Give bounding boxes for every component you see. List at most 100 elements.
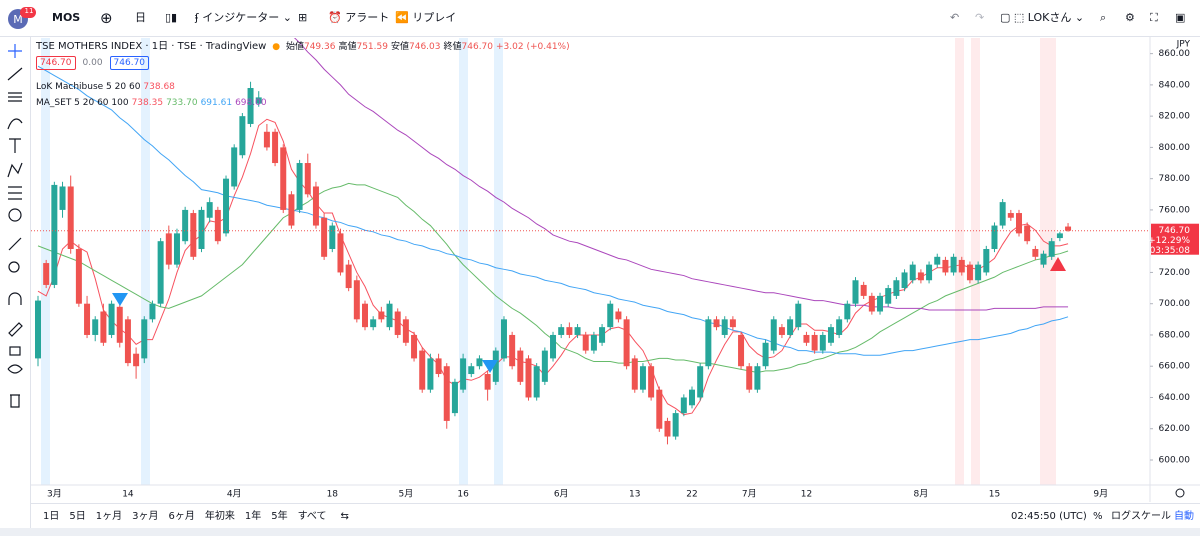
- candle-body: [214, 209, 221, 242]
- indicator-row[interactable]: MA_SET 5 20 60 100 738.35 733.70 691.61 698.…: [36, 96, 573, 110]
- measure-tool[interactable]: [8, 237, 22, 251]
- candle-body: [75, 248, 82, 304]
- range-button[interactable]: 6ヶ月: [168, 511, 195, 522]
- candle-body: [689, 389, 695, 406]
- candle-body: [844, 303, 851, 320]
- lock-drawing-tool[interactable]: [8, 322, 23, 337]
- candle-body: [680, 397, 687, 414]
- search-button[interactable]: ⌕: [1100, 11, 1107, 24]
- crosshair-tool[interactable]: [8, 44, 22, 58]
- candle-body: [51, 184, 58, 285]
- range-button[interactable]: 1日: [43, 511, 60, 522]
- fib-tool[interactable]: [8, 92, 22, 102]
- candle-body: [958, 259, 965, 273]
- signal-band: [494, 38, 503, 485]
- range-button[interactable]: 5日: [69, 511, 86, 522]
- candle-body: [729, 319, 736, 328]
- chart-style[interactable]: ▯▮: [165, 11, 178, 24]
- ohlc-item: 高値751.59: [338, 42, 388, 52]
- candle-body: [239, 116, 246, 156]
- range-button[interactable]: すべて: [297, 511, 327, 522]
- candle-body: [631, 358, 638, 390]
- ma-line: [37, 65, 1069, 356]
- legend: TSE MOTHERS INDEX · 1日 · TSE · TradingVi…: [36, 40, 573, 112]
- settings-icon[interactable]: [1175, 488, 1185, 498]
- zoom-tool[interactable]: [8, 261, 20, 273]
- svg-text:M: M: [13, 13, 23, 26]
- range-button[interactable]: 1年: [244, 511, 262, 522]
- candle-body: [116, 306, 123, 343]
- indicator-row[interactable]: LoK Machibuse 5 20 60 738.68: [36, 80, 573, 94]
- candle-body: [124, 319, 131, 364]
- fullscreen-button[interactable]: ⛶: [1150, 11, 1158, 24]
- pattern-tool[interactable]: [7, 162, 23, 178]
- plot: [31, 38, 1150, 445]
- candle-body: [362, 303, 368, 328]
- add-symbol[interactable]: ⊕: [100, 9, 113, 27]
- candle-body: [304, 163, 311, 195]
- candle-body: [435, 358, 442, 375]
- candle-body: [67, 186, 74, 249]
- replay-button[interactable]: ⏪ リプレイ: [395, 11, 457, 24]
- candle-body: [599, 327, 606, 343]
- price-tag[interactable]: 0.00: [82, 58, 103, 68]
- x-tick-label: 3月: [47, 489, 62, 500]
- range-button[interactable]: 5年: [271, 511, 288, 522]
- trendline-tool[interactable]: [7, 67, 23, 81]
- y-tick-label: 680.00: [1159, 330, 1191, 340]
- replay-label: リプレイ: [412, 11, 457, 24]
- price-tag[interactable]: 746.70: [36, 56, 76, 70]
- layouts-button[interactable]: ⊞: [298, 11, 308, 24]
- y-tick-label: 820.00: [1159, 112, 1191, 122]
- candle-body: [402, 319, 409, 343]
- candle-body: [206, 202, 213, 218]
- interval[interactable]: 日: [135, 11, 146, 24]
- date-range-button[interactable]: ⇆: [340, 511, 349, 522]
- candle-body: [590, 334, 597, 351]
- undo-button[interactable]: ↶: [950, 11, 960, 24]
- symbol[interactable]: MOS: [52, 11, 81, 24]
- prediction-tool[interactable]: [8, 186, 22, 200]
- log-toggle[interactable]: ログスケール: [1111, 511, 1171, 522]
- visibility-tool[interactable]: [7, 364, 23, 374]
- avatar[interactable]: M: [6, 6, 42, 32]
- y-tick-label: 720.00: [1159, 268, 1191, 278]
- layout-name[interactable]: ▢ ⬚ LOKさん ⌄: [1000, 11, 1085, 24]
- delete-tool[interactable]: [10, 394, 20, 408]
- candle-body: [321, 217, 328, 257]
- lock-tool[interactable]: [9, 346, 21, 356]
- magnet-tool[interactable]: [8, 292, 22, 305]
- ohlc-value: 751.59: [356, 42, 388, 52]
- candle-body: [868, 295, 875, 312]
- auto-toggle[interactable]: 自動: [1174, 511, 1194, 522]
- range-button[interactable]: 3ヶ月: [132, 511, 159, 522]
- candle-body: [296, 163, 303, 210]
- candle-body: [566, 327, 573, 335]
- settings-button[interactable]: ⚙: [1125, 11, 1135, 24]
- brush-tool[interactable]: [7, 118, 23, 130]
- ohlc-item: 安値746.03: [391, 42, 441, 52]
- candle-body: [157, 241, 164, 304]
- x-tick-label: 16: [457, 490, 469, 500]
- indicators-button[interactable]: ʄ インジケーター ⌄: [195, 11, 292, 24]
- ohlc-value: 746.03: [409, 42, 441, 52]
- candle-body: [1032, 248, 1039, 257]
- percent-toggle[interactable]: %: [1093, 511, 1103, 522]
- candle-body: [509, 334, 516, 367]
- price-tag[interactable]: 746.70: [109, 56, 150, 70]
- candle-body: [492, 350, 499, 382]
- candle-body: [460, 358, 467, 390]
- candle-body: [787, 319, 794, 335]
- range-button[interactable]: 年初来: [204, 511, 235, 522]
- drawing-tools: [7, 44, 23, 408]
- alert-button[interactable]: ⏰ アラート: [328, 11, 390, 24]
- candle-body: [885, 288, 892, 304]
- range-button[interactable]: 1ヶ月: [95, 511, 123, 522]
- snapshot-button[interactable]: ▣: [1175, 11, 1186, 24]
- text-tool[interactable]: [9, 138, 21, 153]
- x-tick-label: 13: [629, 490, 640, 500]
- redo-button[interactable]: ↷: [975, 11, 985, 24]
- candle-body: [795, 303, 802, 328]
- icon-tool[interactable]: [8, 208, 22, 222]
